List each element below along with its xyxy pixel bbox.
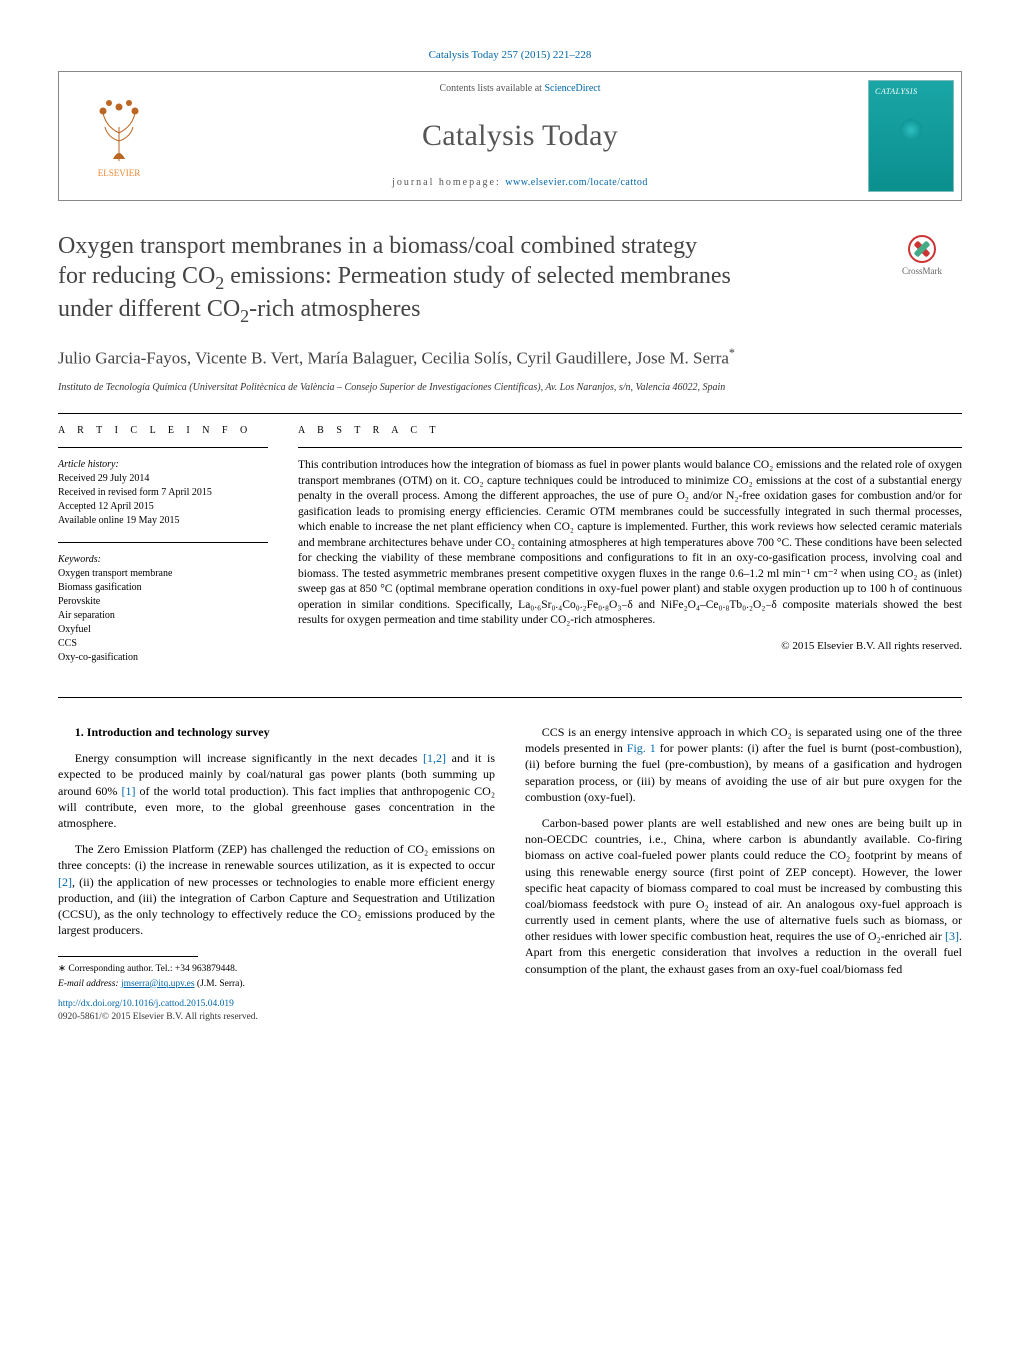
- title-line2b: emissions: Permeation study of selected …: [224, 263, 731, 289]
- publisher-logo-cell: ELSEVIER: [59, 72, 179, 200]
- page: Catalysis Today 257 (2015) 221–228: [0, 0, 1020, 1064]
- rule-bottom: [58, 697, 962, 698]
- email-label: E-mail address:: [58, 979, 119, 989]
- title-line2a: for reducing CO: [58, 263, 215, 289]
- crossmark-badge[interactable]: CrossMark: [882, 231, 962, 277]
- body-paragraph: CCS is an energy intensive approach in w…: [525, 724, 962, 805]
- keyword: Oxygen transport membrane: [58, 567, 268, 581]
- sciencedirect-link[interactable]: ScienceDirect: [544, 83, 600, 94]
- received-date: Received 29 July 2014: [58, 472, 268, 486]
- author-names: Julio Garcia-Fayos, Vicente B. Vert, Mar…: [58, 349, 729, 368]
- figure-link[interactable]: Fig. 1: [627, 741, 656, 755]
- corresponding-marker: *: [729, 346, 735, 360]
- article-history: Article history: Received 29 July 2014 R…: [58, 458, 268, 528]
- abstract-text: This contribution introduces how the int…: [298, 458, 962, 629]
- citation-link[interactable]: [1,2]: [423, 751, 446, 765]
- rule-kw: [58, 542, 268, 543]
- cover-thumbnail-cell: CATALYSIS: [861, 72, 961, 200]
- body-text: Energy consumption will increase signifi…: [75, 751, 423, 765]
- history-label: Article history:: [58, 458, 268, 472]
- section-heading: 1. Introduction and technology survey: [58, 724, 495, 740]
- rule-info: [58, 447, 268, 448]
- body-paragraph: Carbon-based power plants are well estab…: [525, 815, 962, 977]
- journal-header: ELSEVIER Contents lists available at Sci…: [58, 71, 962, 201]
- corresponding-author-note: ∗ Corresponding author. Tel.: +34 963879…: [58, 963, 495, 975]
- keyword: Oxy-co-gasification: [58, 651, 268, 665]
- journal-reference: Catalysis Today 257 (2015) 221–228: [58, 48, 962, 63]
- body-columns: 1. Introduction and technology survey En…: [58, 724, 962, 990]
- contents-prefix: Contents lists available at: [439, 83, 544, 94]
- revised-date: Received in revised form 7 April 2015: [58, 486, 268, 500]
- corresponding-email-link[interactable]: jmserra@itq.upv.es: [121, 979, 195, 989]
- crossmark-icon: [908, 235, 936, 263]
- keyword: Oxyfuel: [58, 623, 268, 637]
- journal-homepage: journal homepage: www.elsevier.com/locat…: [191, 176, 849, 190]
- doi-link[interactable]: http://dx.doi.org/10.1016/j.cattod.2015.…: [58, 999, 234, 1009]
- keyword: Air separation: [58, 609, 268, 623]
- rule-abs: [298, 447, 962, 448]
- abstract-copyright: © 2015 Elsevier B.V. All rights reserved…: [298, 639, 962, 654]
- title-line1: Oxygen transport membranes in a biomass/…: [58, 233, 697, 259]
- citation-link[interactable]: [2]: [58, 875, 72, 889]
- homepage-prefix: journal homepage:: [392, 177, 505, 188]
- issn-copyright: 0920-5861/© 2015 Elsevier B.V. All right…: [58, 1012, 258, 1022]
- body-text: The Zero Emission Platform (ZEP) has cha…: [58, 842, 495, 872]
- article-title: Oxygen transport membranes in a biomass/…: [58, 231, 868, 328]
- page-footer: http://dx.doi.org/10.1016/j.cattod.2015.…: [58, 998, 962, 1024]
- title-line3b: -rich atmospheres: [249, 296, 420, 322]
- homepage-link[interactable]: www.elsevier.com/locate/cattod: [505, 177, 648, 188]
- body-paragraph: The Zero Emission Platform (ZEP) has cha…: [58, 841, 495, 938]
- body-paragraph: Energy consumption will increase signifi…: [58, 750, 495, 831]
- citation-link[interactable]: [3]: [945, 929, 959, 943]
- keyword: CCS: [58, 637, 268, 651]
- elsevier-logo: ELSEVIER: [89, 93, 149, 179]
- abstract-heading: a b s t r a c t: [298, 424, 962, 438]
- journal-cover-thumbnail: CATALYSIS: [868, 80, 954, 192]
- article-info-heading: a r t i c l e i n f o: [58, 424, 268, 438]
- keyword: Biomass gasification: [58, 581, 268, 595]
- abstract-column: a b s t r a c t This contribution introd…: [298, 424, 962, 680]
- keywords-block: Keywords: Oxygen transport membrane Biom…: [58, 553, 268, 665]
- contents-available: Contents lists available at ScienceDirec…: [191, 82, 849, 96]
- title-line3a: under different CO: [58, 296, 240, 322]
- title-row: Oxygen transport membranes in a biomass/…: [58, 231, 962, 328]
- cover-graphic-icon: [900, 119, 922, 141]
- affiliation: Instituto de Tecnología Química (Univers…: [58, 381, 962, 395]
- rule-top: [58, 413, 962, 414]
- email-who: (J.M. Serra).: [197, 979, 245, 989]
- keywords-label: Keywords:: [58, 553, 268, 567]
- body-text: , (ii) the application of new processes …: [58, 875, 495, 938]
- meta-abstract-row: a r t i c l e i n f o Article history: R…: [58, 424, 962, 680]
- footnote-separator: [58, 956, 198, 957]
- elsevier-tree-icon: [89, 93, 149, 163]
- header-center: Contents lists available at ScienceDirec…: [179, 72, 861, 200]
- body-text: Carbon-based power plants are well estab…: [525, 816, 962, 943]
- publisher-name: ELSEVIER: [89, 167, 149, 179]
- journal-name: Catalysis Today: [191, 116, 849, 157]
- keyword: Perovskite: [58, 595, 268, 609]
- crossmark-label: CrossMark: [882, 265, 962, 277]
- email-line: E-mail address: jmserra@itq.upv.es (J.M.…: [58, 978, 495, 990]
- accepted-date: Accepted 12 April 2015: [58, 500, 268, 514]
- cover-title: CATALYSIS: [875, 87, 949, 98]
- footnote-block: ∗ Corresponding author. Tel.: +34 963879…: [58, 956, 495, 990]
- online-date: Available online 19 May 2015: [58, 514, 268, 528]
- footnotes: ∗ Corresponding author. Tel.: +34 963879…: [58, 963, 495, 990]
- authors: Julio Garcia-Fayos, Vicente B. Vert, Mar…: [58, 345, 962, 371]
- article-info-column: a r t i c l e i n f o Article history: R…: [58, 424, 268, 680]
- citation-link[interactable]: [1]: [121, 784, 135, 798]
